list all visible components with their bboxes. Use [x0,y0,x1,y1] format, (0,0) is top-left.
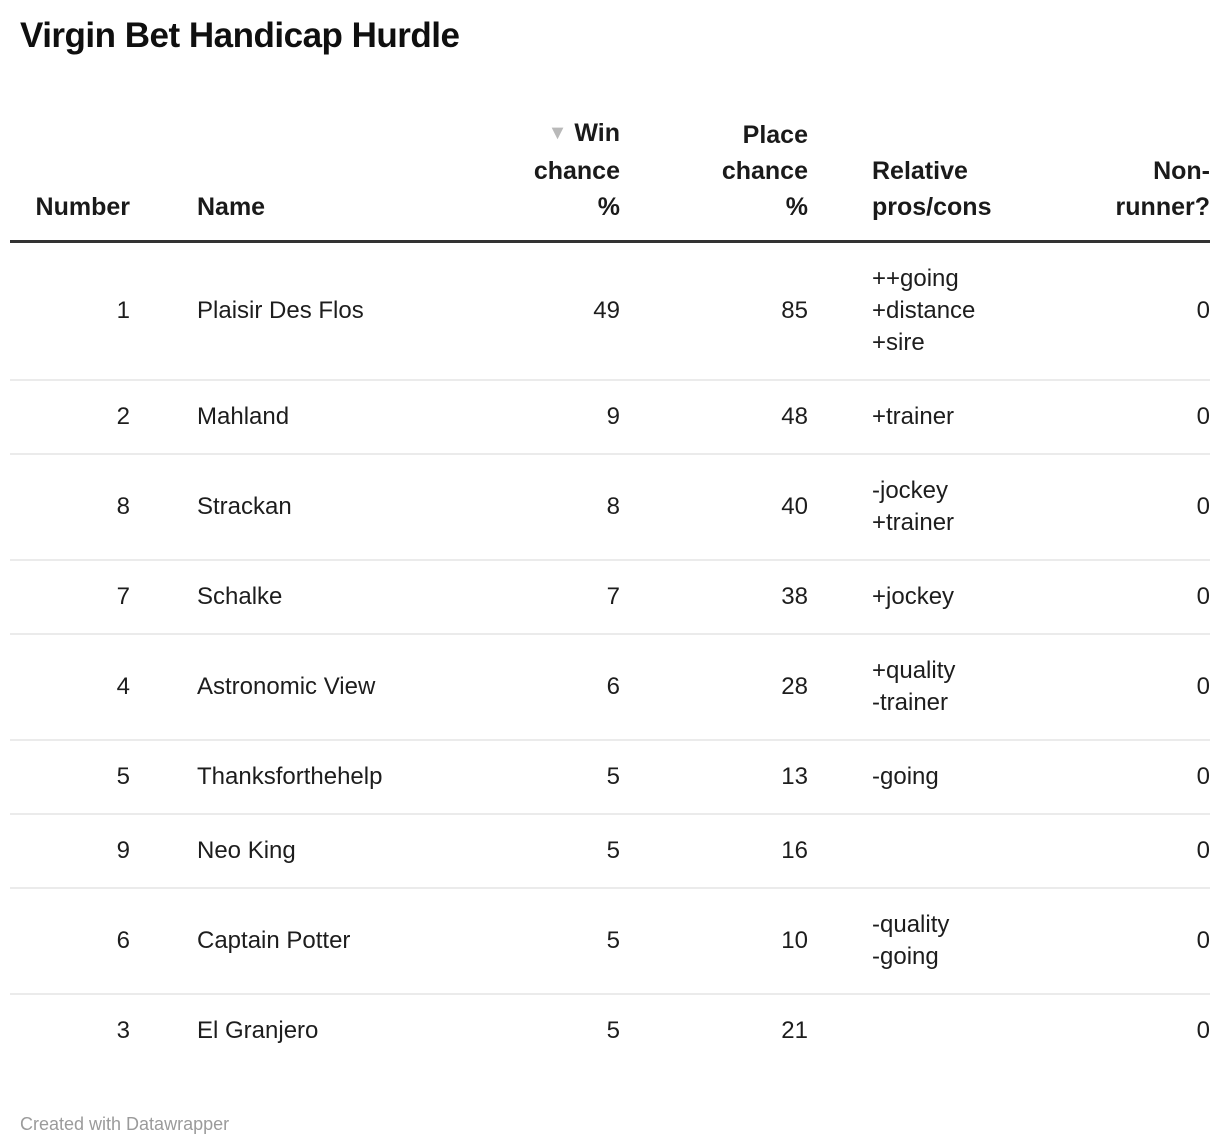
column-header-number[interactable]: Number [10,115,130,243]
cell-name: Schalke [130,559,530,634]
cell-name: Thanksforthehelp [130,739,530,814]
cell-number: 5 [10,739,130,814]
column-header-label: Number [35,193,130,221]
cell-non-runner: 0 [1060,993,1210,1067]
column-header-pros-cons[interactable]: Relative pros/cons [808,115,1060,243]
cell-name: Neo King [130,813,530,888]
cell-place-chance: 13 [620,739,808,814]
cell-pros-cons [808,813,1060,888]
column-header-name[interactable]: Name [130,115,530,243]
cell-number: 4 [10,633,130,740]
table-row: 8 Strackan 8 40 -jockey +trainer 0 [10,453,1210,560]
cell-place-chance: 10 [620,887,808,994]
column-header-label: Win chance % [533,119,620,221]
cell-number: 9 [10,813,130,888]
cell-number: 2 [10,379,130,454]
cell-pros-cons: +jockey [808,559,1060,634]
cell-place-chance: 48 [620,379,808,454]
cell-place-chance: 40 [620,453,808,560]
table-row: 4 Astronomic View 6 28 +quality -trainer… [10,633,1210,740]
column-header-label: Non- runner? [1115,157,1210,221]
cell-non-runner: 0 [1060,559,1210,634]
column-header-non-runner[interactable]: Non- runner? [1060,115,1210,243]
header-row: Number Name ▼ Win chance % Place chance %… [10,115,1210,243]
cell-name: El Granjero [130,993,530,1067]
chart-title: Virgin Bet Handicap Hurdle [20,16,460,55]
column-header-win-chance[interactable]: ▼ Win chance % [530,115,620,243]
cell-number: 6 [10,887,130,994]
cell-win-chance: 5 [530,993,620,1067]
column-header-label: Name [197,193,266,221]
cell-pros-cons: +quality -trainer [808,633,1060,740]
cell-win-chance: 6 [530,633,620,740]
cell-place-chance: 38 [620,559,808,634]
cell-pros-cons: -jockey +trainer [808,453,1060,560]
table-row: 5 Thanksforthehelp 5 13 -going 0 [10,739,1210,814]
cell-non-runner: 0 [1196,297,1210,324]
cell-pros-cons: ++going +distance +sire [872,265,976,356]
cell-win-chance: 5 [530,813,620,888]
cell-non-runner: 0 [1060,633,1210,740]
table-row: 2 Mahland 9 48 +trainer 0 [10,379,1210,454]
cell-place-chance: 28 [620,633,808,740]
cell-name: Plaisir Des Flos [197,297,364,324]
cell-name: Astronomic View [130,633,530,740]
column-header-place-chance[interactable]: Place chance % [620,115,808,243]
cell-number: 1 [116,297,130,324]
cell-win-chance: 5 [530,739,620,814]
table-row: 3 El Granjero 5 21 0 [10,993,1210,1067]
table-row: 6 Captain Potter 5 10 -quality -going 0 [10,887,1210,994]
cell-place-chance: 85 [781,297,808,324]
cell-pros-cons: -quality -going [808,887,1060,994]
cell-pros-cons [808,993,1060,1067]
cell-name: Mahland [130,379,530,454]
datawrapper-credit[interactable]: Created with Datawrapper [20,1114,230,1134]
cell-number: 3 [10,993,130,1067]
cell-number: 7 [10,559,130,634]
cell-place-chance: 21 [620,993,808,1067]
cell-name: Strackan [130,453,530,560]
cell-non-runner: 0 [1060,379,1210,454]
cell-non-runner: 0 [1060,453,1210,560]
sort-desc-icon: ▼ [547,122,568,144]
column-header-label: Relative pros/cons [872,157,992,221]
cell-non-runner: 0 [1060,739,1210,814]
cell-win-chance: 7 [530,559,620,634]
table-row: 9 Neo King 5 16 0 [10,813,1210,888]
cell-place-chance: 16 [620,813,808,888]
cell-pros-cons: -going [808,739,1060,814]
cell-pros-cons: +trainer [808,379,1060,454]
cell-name: Captain Potter [130,887,530,994]
cell-non-runner: 0 [1060,813,1210,888]
cell-win-chance: 8 [530,453,620,560]
cell-number: 8 [10,453,130,560]
cell-win-chance: 5 [530,887,620,994]
column-header-label: Place chance % [721,121,808,221]
table-row: 1 Plaisir Des Flos 49 85 ++going +distan… [10,242,1210,381]
cell-win-chance: 9 [530,379,620,454]
table-row: 7 Schalke 7 38 +jockey 0 [10,559,1210,634]
cell-win-chance: 49 [593,297,620,324]
cell-non-runner: 0 [1060,887,1210,994]
data-table: Number Name ▼ Win chance % Place chance %… [10,115,1210,1067]
